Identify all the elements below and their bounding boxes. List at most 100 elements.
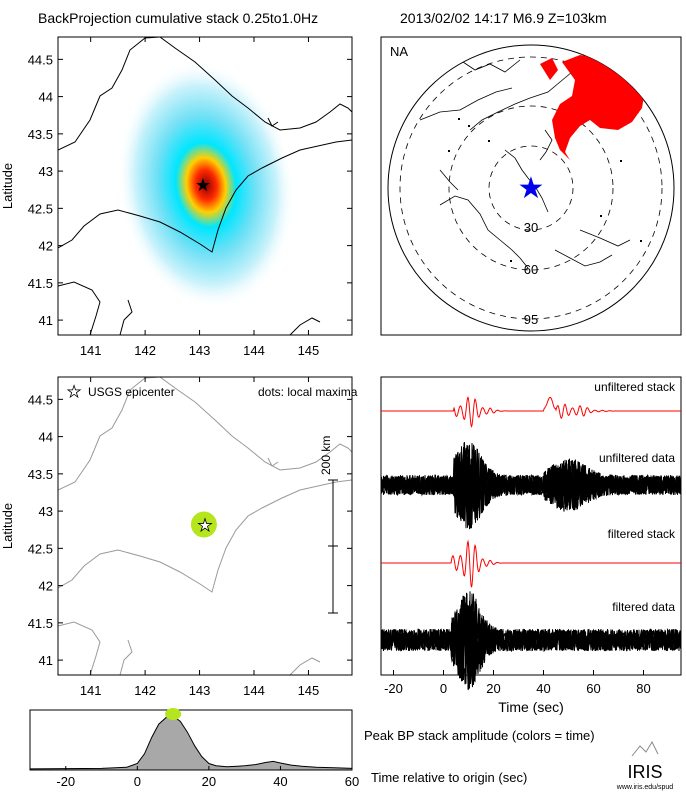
coastline-segment (119, 299, 133, 335)
x-tick-label: 20 (202, 774, 216, 789)
coastline (58, 37, 352, 335)
map-axes: 141 142 143 144 145 41 41.5 42 42.5 43 43.5 44 44.5 (28, 37, 352, 358)
iris-logo: IRIS www.iris.edu/spud (616, 740, 674, 791)
map-frame (57, 376, 353, 676)
x-tick-label: -20 (384, 681, 403, 696)
y-tick-label: 42 (39, 239, 53, 254)
peak-amplitude-panel: -20 0 20 40 60 Peak BP stack amplitude (colo… (29, 708, 595, 789)
series-label-unfiltered-data: unfiltered data (599, 451, 675, 465)
y-tick-label: 44.5 (28, 392, 53, 407)
waveform-axes: -20 0 20 40 60 80 (384, 670, 651, 696)
amplitude-axes: -20 0 20 40 60 (56, 766, 359, 789)
y-tick-label: 42.5 (28, 201, 53, 216)
x-tick-label: 144 (243, 343, 265, 358)
x-tick-label: 143 (189, 343, 211, 358)
waveforms-panel: unfiltered stack unfiltered data filtere… (380, 376, 682, 715)
y-tick-label: 43.5 (28, 127, 53, 142)
waveform-trace-0 (381, 396, 681, 428)
y-tick-label: 44 (39, 430, 53, 445)
x-tick-label: 40 (273, 774, 287, 789)
waveform-trace-3 (380, 591, 682, 691)
x-tick-label: 141 (80, 683, 102, 698)
peak-marker (165, 708, 182, 720)
land-outlines (419, 59, 631, 269)
x-tick-label: 60 (586, 681, 600, 696)
y-tick-label: 44 (39, 90, 53, 105)
map-frame (57, 36, 353, 336)
coastline (58, 377, 352, 675)
logo-url: www.iris.edu/spud (616, 784, 674, 791)
map-axes: 141 142 143 144 145 41 41.5 42 42.5 43 43.5 44 44.5 (28, 377, 352, 698)
coastline-segment (58, 621, 101, 675)
coastline-segment (267, 457, 279, 467)
series-label-filtered-data: filtered data (612, 600, 675, 614)
station-region-label: NA (390, 44, 408, 59)
x-tick-label: 141 (80, 343, 102, 358)
x-tick-label: -20 (56, 774, 75, 789)
station-map-panel: ★ NA 30 60 95 (380, 36, 682, 336)
waveforms-frame (380, 376, 682, 676)
station-cluster (540, 52, 645, 160)
x-tick-label: 145 (298, 343, 320, 358)
waveform-trace-3 (380, 592, 682, 685)
latitude-label: Latitude (0, 163, 15, 209)
x-tick-label: 40 (536, 681, 550, 696)
ring-label-95: 95 (524, 312, 538, 327)
coastline-segment (58, 281, 101, 335)
epicenter-star: ★ (197, 516, 212, 535)
x-tick-label: 0 (134, 774, 141, 789)
y-tick-label: 42 (39, 579, 53, 594)
logo-wordmark: IRIS (627, 762, 662, 782)
coastline-segment (267, 117, 279, 127)
y-tick-label: 43 (39, 164, 53, 179)
x-tick-label: 145 (298, 683, 320, 698)
y-tick-label: 41.5 (28, 616, 53, 631)
y-tick-label: 41 (39, 653, 53, 668)
epicenter-star: ★ (518, 172, 545, 205)
station-dots (448, 118, 642, 262)
ring-label-60: 60 (524, 262, 538, 277)
y-tick-label: 41.5 (28, 276, 53, 291)
y-tick-label: 42.5 (28, 541, 53, 556)
series-label-filtered-stack: filtered stack (608, 527, 676, 541)
legend-dots-label: dots: local maxima (258, 385, 358, 399)
x-tick-label: 0 (440, 681, 447, 696)
waveform-trace-2 (381, 539, 681, 588)
distance-rings (399, 56, 663, 320)
legend-star-icon: ★ (67, 384, 81, 401)
legend-star-label: USGS epicenter (88, 385, 175, 399)
y-tick-label: 44.5 (28, 52, 53, 67)
waveform-trace-1 (380, 447, 682, 530)
globe-outline (387, 44, 675, 332)
coastline-segment (58, 139, 352, 253)
x-tick-label: 20 (486, 681, 500, 696)
epicenter-star: ★ (195, 175, 211, 195)
x-tick-label: 142 (134, 343, 156, 358)
x-tick-label: 142 (134, 683, 156, 698)
coastline-segment (119, 639, 133, 675)
local-maximum-dot (190, 511, 217, 538)
coastline-segment (289, 657, 321, 675)
amplitude-title: Peak BP stack amplitude (colors = time) (364, 728, 595, 743)
series-label-unfiltered-stack: unfiltered stack (594, 380, 676, 394)
figure-title: BackProjection cumulative stack 0.25to1.… (38, 10, 318, 26)
coastline-segment (58, 479, 352, 593)
x-tick-label: 80 (636, 681, 650, 696)
waveform-traces (380, 396, 682, 691)
coastline-segment (58, 37, 161, 151)
event-info: 2013/02/02 14:17 M6.9 Z=103km (400, 10, 607, 26)
amplitude-frame (29, 709, 353, 771)
x-tick-label: 60 (345, 774, 359, 789)
coastline-segment (58, 377, 161, 491)
globe-frame (380, 36, 682, 336)
latitude-label: Latitude (0, 503, 15, 549)
y-tick-label: 43 (39, 504, 53, 519)
coastline-segment (289, 317, 321, 335)
amplitude-area (29, 715, 353, 771)
ring-label-30: 30 (524, 220, 538, 235)
y-tick-label: 43.5 (28, 467, 53, 482)
backprojection-field (117, 60, 295, 310)
y-tick-label: 41 (39, 313, 53, 328)
x-tick-label: 143 (189, 683, 211, 698)
scale-bar (328, 479, 338, 614)
